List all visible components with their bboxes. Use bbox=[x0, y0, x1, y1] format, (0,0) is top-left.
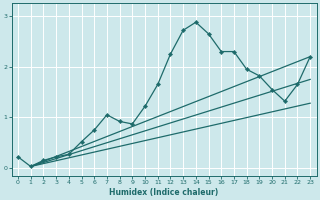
X-axis label: Humidex (Indice chaleur): Humidex (Indice chaleur) bbox=[109, 188, 219, 197]
